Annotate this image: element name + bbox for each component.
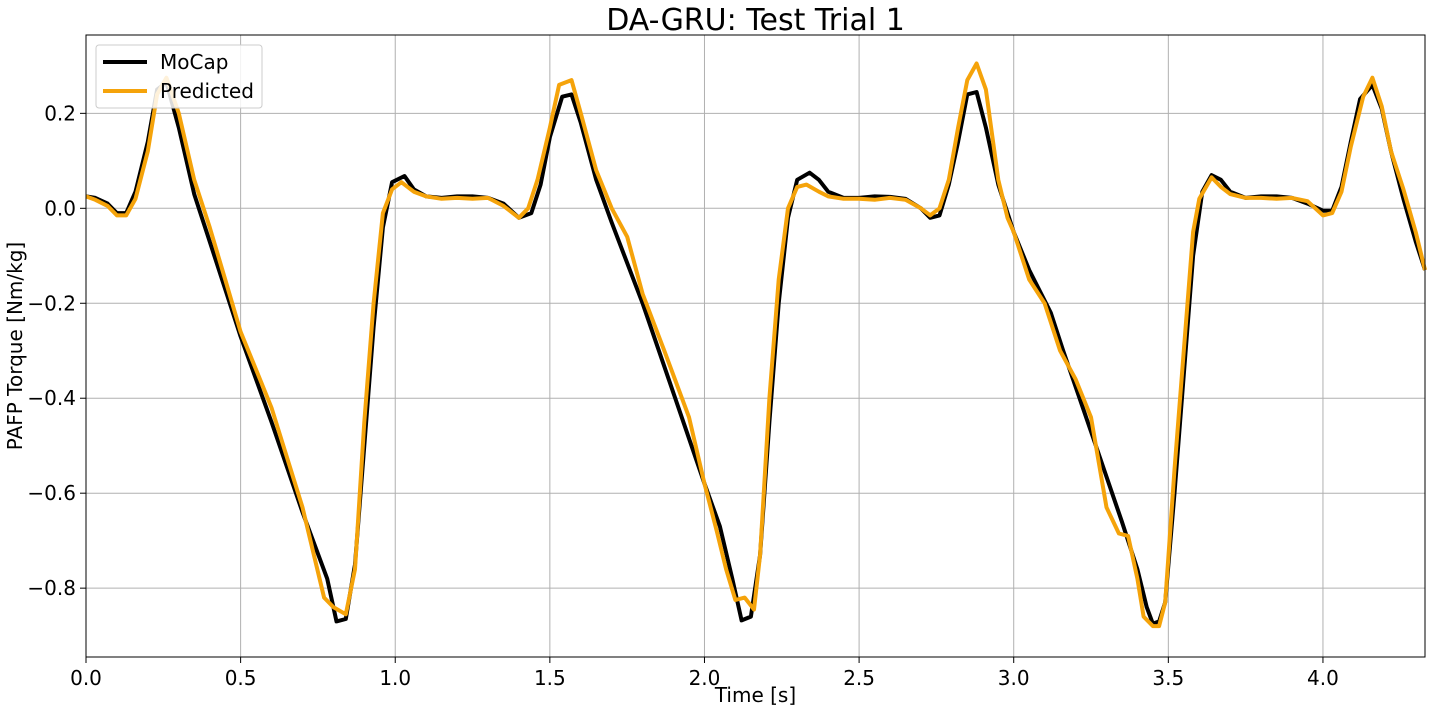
y-tick-label: −0.6 bbox=[27, 481, 76, 505]
chart-title: DA-GRU: Test Trial 1 bbox=[606, 3, 905, 38]
x-tick-label: 4.0 bbox=[1307, 666, 1339, 690]
y-tick-label: 0.2 bbox=[44, 101, 76, 125]
y-tick-label: −0.4 bbox=[27, 386, 76, 410]
y-tick-label: −0.2 bbox=[27, 291, 76, 315]
y-tick-label: 0.0 bbox=[44, 196, 76, 220]
series-line-mocap bbox=[85, 80, 1427, 626]
series-line-predicted bbox=[85, 61, 1427, 629]
legend-label-predicted: Predicted bbox=[160, 79, 254, 103]
x-tick-label: 2.5 bbox=[843, 666, 875, 690]
x-axis: 0.0 0.5 1.0 1.5 2.0 2.5 3.0 3.5 4.0 bbox=[70, 657, 1339, 690]
x-tick-label: 3.0 bbox=[998, 666, 1030, 690]
x-tick-label: 2.0 bbox=[689, 666, 721, 690]
x-tick-label: 3.5 bbox=[1152, 666, 1184, 690]
x-axis-label: Time [s] bbox=[714, 683, 796, 707]
y-tick-label: −0.8 bbox=[27, 576, 76, 600]
x-tick-label: 1.5 bbox=[534, 666, 566, 690]
y-axis-label: PAFP Torque [Nm/kg] bbox=[3, 242, 27, 450]
y-axis: 0.2 0.0 −0.2 −0.4 −0.6 −0.8 bbox=[27, 101, 86, 600]
series-layer bbox=[85, 61, 1427, 629]
x-tick-label: 0.0 bbox=[70, 666, 102, 690]
plot-frame bbox=[85, 34, 1426, 658]
legend-label-mocap: MoCap bbox=[160, 50, 228, 74]
legend: MoCap Predicted bbox=[95, 44, 263, 109]
x-tick-label: 0.5 bbox=[225, 666, 257, 690]
x-tick-label: 1.0 bbox=[379, 666, 411, 690]
